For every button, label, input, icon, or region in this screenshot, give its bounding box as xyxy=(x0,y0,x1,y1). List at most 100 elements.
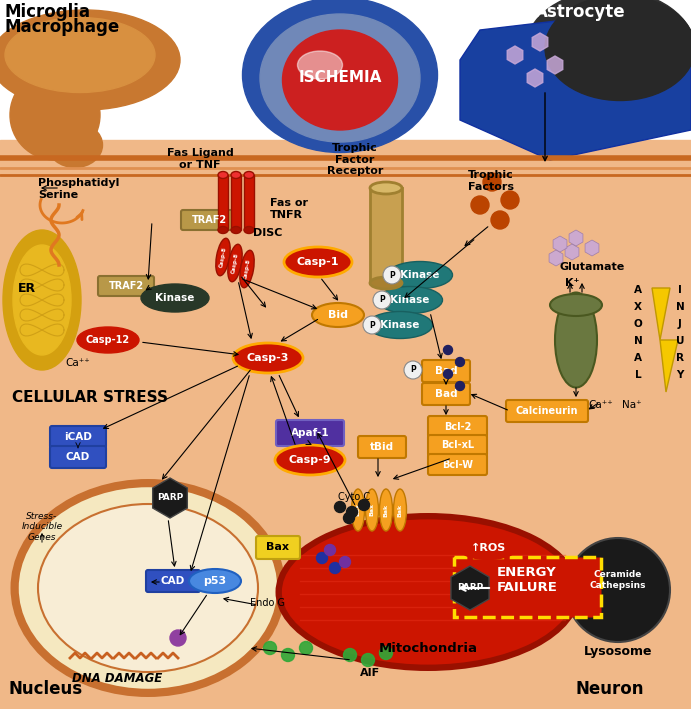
Text: Calcineurin: Calcineurin xyxy=(515,406,578,416)
Text: p53: p53 xyxy=(203,576,227,586)
Circle shape xyxy=(263,642,276,654)
FancyBboxPatch shape xyxy=(50,446,106,468)
Text: Cyto C: Cyto C xyxy=(338,492,370,502)
Ellipse shape xyxy=(550,294,602,316)
Circle shape xyxy=(325,545,336,555)
Ellipse shape xyxy=(368,311,433,338)
Text: A: A xyxy=(634,285,642,295)
FancyBboxPatch shape xyxy=(358,436,406,458)
Text: K⁺: K⁺ xyxy=(565,278,579,288)
Circle shape xyxy=(455,357,464,367)
FancyBboxPatch shape xyxy=(50,426,106,448)
Text: ISCHEMIA: ISCHEMIA xyxy=(299,70,381,86)
Text: O: O xyxy=(634,319,643,329)
Text: Neuron: Neuron xyxy=(576,680,644,698)
Text: I: I xyxy=(678,285,682,295)
Circle shape xyxy=(299,642,312,654)
FancyBboxPatch shape xyxy=(428,454,487,475)
Bar xyxy=(231,175,241,230)
Ellipse shape xyxy=(38,504,258,672)
FancyBboxPatch shape xyxy=(276,420,344,446)
FancyBboxPatch shape xyxy=(256,536,300,559)
Text: TRAF2: TRAF2 xyxy=(191,215,227,225)
Ellipse shape xyxy=(370,182,402,194)
Ellipse shape xyxy=(298,51,343,79)
Text: Casp-8: Casp-8 xyxy=(243,258,252,280)
Text: Bak: Bak xyxy=(397,503,402,517)
Ellipse shape xyxy=(141,284,209,312)
Circle shape xyxy=(566,538,670,642)
Text: N: N xyxy=(676,302,684,312)
Ellipse shape xyxy=(10,70,100,160)
Text: Ca⁺⁺: Ca⁺⁺ xyxy=(588,400,613,410)
Ellipse shape xyxy=(3,230,81,370)
Text: TRAF2: TRAF2 xyxy=(108,281,144,291)
FancyBboxPatch shape xyxy=(181,210,237,230)
Ellipse shape xyxy=(218,172,228,179)
Circle shape xyxy=(316,552,328,564)
Text: DISC: DISC xyxy=(253,228,283,238)
Text: U: U xyxy=(676,336,684,346)
Text: P: P xyxy=(389,271,395,279)
Circle shape xyxy=(455,381,464,391)
Text: CAD: CAD xyxy=(161,576,185,586)
Text: Casp-12: Casp-12 xyxy=(86,335,130,345)
Text: Apaf-1: Apaf-1 xyxy=(291,428,330,438)
Circle shape xyxy=(363,316,381,334)
Text: Y: Y xyxy=(676,370,683,380)
Circle shape xyxy=(404,361,422,379)
Circle shape xyxy=(343,649,357,661)
Circle shape xyxy=(471,196,489,214)
Circle shape xyxy=(501,191,519,209)
Ellipse shape xyxy=(393,489,406,531)
Circle shape xyxy=(491,211,509,229)
Ellipse shape xyxy=(240,250,254,288)
Ellipse shape xyxy=(243,0,437,152)
Text: DNA DAMAGE: DNA DAMAGE xyxy=(72,672,162,685)
Circle shape xyxy=(379,647,392,659)
Text: Lysosome: Lysosome xyxy=(584,645,652,658)
Text: Bad: Bad xyxy=(435,389,457,399)
Text: Bcl-W: Bcl-W xyxy=(442,459,473,469)
Text: Kinase: Kinase xyxy=(400,270,439,280)
Ellipse shape xyxy=(231,172,241,179)
Ellipse shape xyxy=(233,343,303,373)
Text: L: L xyxy=(635,370,641,380)
Bar xyxy=(218,175,228,230)
Ellipse shape xyxy=(545,0,691,101)
Text: CELLULAR STRESS: CELLULAR STRESS xyxy=(12,390,168,405)
Text: Casp-1: Casp-1 xyxy=(296,257,339,267)
Text: Bcl-xL: Bcl-xL xyxy=(441,440,474,450)
Text: Fas Ligand
or TNF: Fas Ligand or TNF xyxy=(167,148,234,169)
Text: Bax: Bax xyxy=(267,542,290,552)
Text: Kinase: Kinase xyxy=(380,320,419,330)
Text: Microglia: Microglia xyxy=(5,3,91,21)
Text: Mitochondria: Mitochondria xyxy=(379,642,477,655)
Circle shape xyxy=(170,630,186,646)
Ellipse shape xyxy=(216,238,230,276)
Text: N: N xyxy=(634,336,643,346)
Text: iCAD: iCAD xyxy=(64,432,92,442)
Text: tBid: tBid xyxy=(370,442,394,452)
Text: X: X xyxy=(634,302,642,312)
Text: Casp-8: Casp-8 xyxy=(231,252,239,274)
Ellipse shape xyxy=(352,489,364,531)
Ellipse shape xyxy=(77,327,139,353)
Text: ENERGY
FAILURE: ENERGY FAILURE xyxy=(497,566,558,594)
Text: Kinase: Kinase xyxy=(390,295,430,305)
Ellipse shape xyxy=(218,226,228,233)
Ellipse shape xyxy=(379,489,392,531)
Text: AIF: AIF xyxy=(360,668,380,678)
Text: ↑ROS: ↑ROS xyxy=(471,543,506,553)
Ellipse shape xyxy=(283,30,397,130)
Circle shape xyxy=(339,557,350,567)
Text: Nucleus: Nucleus xyxy=(8,680,82,698)
Text: R: R xyxy=(676,353,684,363)
Circle shape xyxy=(383,266,401,284)
Text: Ca⁺⁺: Ca⁺⁺ xyxy=(65,358,90,368)
Ellipse shape xyxy=(275,445,345,475)
Text: Bak: Bak xyxy=(384,503,388,517)
Text: J: J xyxy=(678,319,682,329)
Text: P: P xyxy=(369,320,375,330)
Polygon shape xyxy=(652,288,670,340)
